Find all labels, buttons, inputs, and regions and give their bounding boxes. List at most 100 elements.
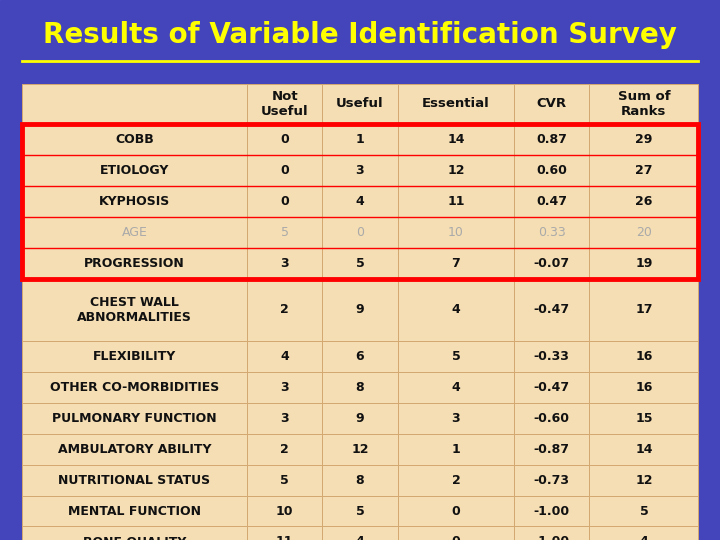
Text: -1.00: -1.00: [534, 504, 570, 517]
Bar: [323, 434, 397, 464]
Bar: [590, 155, 698, 186]
Text: 15: 15: [635, 411, 652, 424]
Text: 12: 12: [447, 164, 464, 177]
Bar: [397, 372, 514, 403]
Text: 3: 3: [281, 381, 289, 394]
Bar: [247, 526, 323, 540]
Text: 0.47: 0.47: [536, 195, 567, 208]
Text: 8: 8: [356, 381, 364, 394]
Text: 29: 29: [635, 133, 652, 146]
Bar: [323, 372, 397, 403]
Text: 0: 0: [451, 536, 460, 540]
Text: 17: 17: [635, 303, 652, 316]
Bar: [22, 403, 247, 434]
Text: 6: 6: [356, 350, 364, 363]
Bar: [22, 124, 247, 155]
Text: -0.47: -0.47: [534, 381, 570, 394]
Bar: [22, 496, 247, 526]
Text: 9: 9: [356, 303, 364, 316]
Bar: [247, 217, 323, 248]
Bar: [590, 464, 698, 496]
Text: 10: 10: [276, 504, 294, 517]
Bar: [323, 248, 397, 279]
Bar: [514, 403, 590, 434]
Bar: [514, 464, 590, 496]
Bar: [397, 124, 514, 155]
Text: 14: 14: [447, 133, 464, 146]
Bar: [514, 248, 590, 279]
Text: 4: 4: [356, 536, 364, 540]
Bar: [323, 341, 397, 372]
Text: 0.33: 0.33: [538, 226, 566, 239]
Bar: [323, 496, 397, 526]
Text: 9: 9: [356, 411, 364, 424]
Text: NUTRITIONAL STATUS: NUTRITIONAL STATUS: [58, 474, 210, 487]
Text: 0: 0: [280, 195, 289, 208]
Bar: [397, 403, 514, 434]
Bar: [323, 186, 397, 217]
Bar: [22, 124, 698, 279]
Bar: [22, 372, 247, 403]
Bar: [397, 248, 514, 279]
Text: 3: 3: [281, 257, 289, 270]
Bar: [323, 124, 397, 155]
Text: PULMONARY FUNCTION: PULMONARY FUNCTION: [52, 411, 217, 424]
Bar: [397, 84, 514, 124]
Text: 3: 3: [451, 411, 460, 424]
Text: ETIOLOGY: ETIOLOGY: [99, 164, 169, 177]
Text: 0: 0: [451, 504, 460, 517]
Bar: [247, 434, 323, 464]
Text: -1.00: -1.00: [534, 536, 570, 540]
Text: -0.87: -0.87: [534, 443, 570, 456]
Bar: [323, 526, 397, 540]
Bar: [22, 526, 247, 540]
Text: -0.47: -0.47: [534, 303, 570, 316]
Text: 0.60: 0.60: [536, 164, 567, 177]
Text: 5: 5: [356, 504, 364, 517]
Text: 2: 2: [280, 303, 289, 316]
Bar: [590, 84, 698, 124]
Bar: [22, 84, 247, 124]
Text: 3: 3: [281, 411, 289, 424]
Bar: [22, 217, 247, 248]
Bar: [247, 464, 323, 496]
Text: -0.73: -0.73: [534, 474, 570, 487]
Bar: [514, 124, 590, 155]
Bar: [397, 526, 514, 540]
Bar: [247, 84, 323, 124]
Text: 1: 1: [451, 443, 460, 456]
Bar: [590, 124, 698, 155]
Text: 14: 14: [635, 443, 652, 456]
Bar: [397, 217, 514, 248]
Text: 1: 1: [356, 133, 364, 146]
Text: KYPHOSIS: KYPHOSIS: [99, 195, 170, 208]
Text: PROGRESSION: PROGRESSION: [84, 257, 185, 270]
Bar: [323, 279, 397, 341]
Text: 19: 19: [635, 257, 652, 270]
Text: COBB: COBB: [115, 133, 154, 146]
Bar: [323, 217, 397, 248]
Bar: [514, 186, 590, 217]
Text: 8: 8: [356, 474, 364, 487]
Text: 5: 5: [451, 350, 460, 363]
Bar: [514, 496, 590, 526]
Bar: [323, 155, 397, 186]
Bar: [590, 434, 698, 464]
Text: AMBULATORY ABILITY: AMBULATORY ABILITY: [58, 443, 211, 456]
Bar: [247, 155, 323, 186]
Bar: [247, 496, 323, 526]
Text: AGE: AGE: [122, 226, 148, 239]
Text: 5: 5: [356, 257, 364, 270]
Text: 4: 4: [639, 536, 648, 540]
Text: CVR: CVR: [536, 97, 567, 110]
Bar: [590, 279, 698, 341]
Text: -0.07: -0.07: [534, 257, 570, 270]
Text: 7: 7: [451, 257, 460, 270]
Text: -0.60: -0.60: [534, 411, 570, 424]
Text: 0: 0: [280, 133, 289, 146]
Text: 5: 5: [639, 504, 648, 517]
Bar: [514, 526, 590, 540]
Bar: [22, 155, 247, 186]
Bar: [247, 341, 323, 372]
Bar: [590, 186, 698, 217]
